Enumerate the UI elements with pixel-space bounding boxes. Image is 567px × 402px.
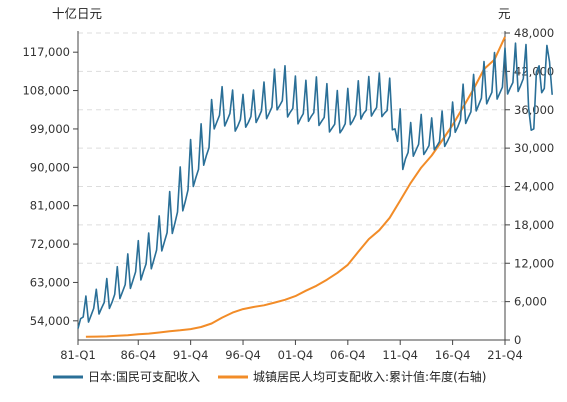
x-tick-label: 21-Q4 xyxy=(487,348,523,362)
left-tick-label: 81,000 xyxy=(30,199,70,213)
left-tick-label: 99,000 xyxy=(30,122,70,136)
left-axis-ticks: 54,000 63,000 72,000 81,000 90,000 99,000 108,… xyxy=(22,45,78,328)
left-tick-label: 72,000 xyxy=(30,237,70,251)
x-tick-label: 91-Q4 xyxy=(173,348,209,362)
x-axis-ticks: 81-Q1 86-Q4 91-Q4 96-Q4 01-Q4 06-Q4 11-Q4 16-Q4… xyxy=(60,340,523,362)
left-tick-label: 108,000 xyxy=(22,84,70,98)
legend-label-china: 城镇居民人均可支配收入:累计值:年度(右轴) xyxy=(253,369,486,384)
legend-label-japan: 日本:国民可支配收入 xyxy=(88,370,200,384)
right-tick-label: 6,000 xyxy=(514,295,547,309)
right-tick-label: 48,000 xyxy=(514,26,554,40)
right-axis-ticks: 06,00012,00018,00024,00030,00036,00042,0… xyxy=(505,26,554,347)
left-tick-label: 117,000 xyxy=(22,45,70,59)
x-tick-label: 01-Q4 xyxy=(278,348,314,362)
right-tick-label: 18,000 xyxy=(514,218,554,232)
right-tick-label: 12,000 xyxy=(514,256,554,270)
left-tick-label: 63,000 xyxy=(30,275,70,289)
x-tick-label: 81-Q1 xyxy=(60,348,96,362)
axes xyxy=(78,31,505,340)
right-tick-label: 30,000 xyxy=(514,141,554,155)
right-tick-label: 0 xyxy=(514,333,521,347)
left-tick-label: 54,000 xyxy=(30,314,70,328)
x-tick-label: 86-Q4 xyxy=(120,348,156,362)
x-tick-label: 16-Q4 xyxy=(435,348,471,362)
right-tick-label: 24,000 xyxy=(514,180,554,194)
grid-lines xyxy=(78,33,505,302)
x-tick-label: 06-Q4 xyxy=(330,348,366,362)
left-axis-unit: 十亿日元 xyxy=(52,6,102,21)
legend: 日本:国民可支配收入 城镇居民人均可支配收入:累计值:年度(右轴) xyxy=(53,369,486,384)
x-tick-label: 96-Q4 xyxy=(225,348,261,362)
x-tick-label: 11-Q4 xyxy=(382,348,418,362)
right-tick-label: 42,000 xyxy=(514,64,554,78)
left-tick-label: 90,000 xyxy=(30,160,70,174)
right-axis-unit: 元 xyxy=(498,6,511,21)
